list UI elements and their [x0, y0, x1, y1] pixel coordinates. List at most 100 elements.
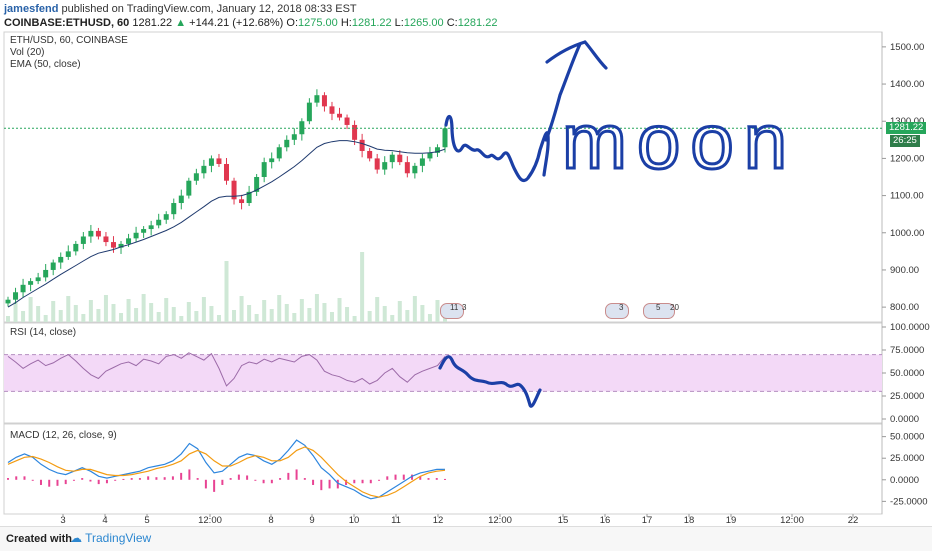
symbol-text: COINBASE:ETHUSD, 60	[4, 17, 130, 29]
macd-label: MACD (12, 26, close, 9)	[10, 430, 117, 441]
candlesticks	[5, 89, 448, 307]
candle-body	[133, 232, 139, 239]
volume-bar	[412, 296, 417, 322]
macd-hist-bar	[287, 472, 290, 480]
candle-body	[419, 158, 425, 166]
chart-canvas[interactable]: 800.00 900.00 1000.00 1100.00 1200.00 1300.00…	[0, 0, 932, 526]
tradingview-logo[interactable]: ☁ TradingView	[70, 531, 151, 545]
event-count: 5	[656, 303, 661, 312]
macd-histogram	[7, 469, 446, 492]
candle-body	[65, 251, 71, 257]
x-tick-label: 12	[433, 515, 444, 526]
candle-body	[13, 292, 19, 300]
volume-bar	[66, 296, 71, 322]
candle-body	[434, 147, 440, 153]
price-tick-label: 900.00	[890, 265, 919, 276]
price-tick-label: 800.00	[890, 302, 919, 313]
macd-hist-bar	[39, 479, 42, 485]
event-badge-group-1[interactable]: 11 3	[440, 303, 466, 321]
candle-body	[110, 242, 116, 248]
volume-bar	[375, 297, 380, 322]
candle-body	[404, 162, 410, 174]
volume-bar	[141, 294, 146, 322]
volume-bar	[247, 305, 252, 322]
candle-body	[397, 154, 403, 163]
volume-bar	[13, 302, 18, 322]
volume-bar	[119, 313, 124, 322]
candle-body	[284, 139, 290, 148]
volume-bar	[28, 297, 33, 322]
volume-bar	[171, 307, 176, 322]
volume-bar	[337, 298, 342, 322]
volume-bar	[345, 307, 350, 322]
price-tick-label: 1500.00	[890, 42, 924, 53]
candle-body	[389, 154, 395, 163]
event-badge-group-2[interactable]: 3	[605, 303, 629, 321]
moon-annotation-text: moon	[562, 97, 797, 185]
volume-bar	[186, 302, 191, 322]
volume-bar	[239, 296, 244, 322]
macd-tick-label: 25.0000	[890, 453, 924, 464]
candle-body	[224, 163, 229, 181]
volume-bar	[269, 309, 274, 322]
candle-body	[276, 147, 282, 159]
published-text: published on TradingView.com, January 12…	[61, 3, 357, 15]
volume-bar	[329, 312, 334, 322]
volume-bar	[201, 297, 206, 322]
event-badge-group-3[interactable]: 5 20	[643, 303, 679, 321]
candle-body	[382, 162, 388, 170]
macd-hist-bar	[31, 479, 34, 481]
event-count: 20	[670, 303, 679, 312]
candle-body	[193, 173, 199, 181]
rsi-projection	[438, 355, 542, 408]
open-label: O:	[286, 17, 299, 29]
candle-body	[58, 256, 64, 263]
x-tick-label: 18	[684, 515, 695, 526]
candle-body	[50, 262, 56, 270]
cloud-icon: ☁	[70, 531, 82, 545]
macd-hist-bar	[188, 469, 191, 480]
volume-bar	[254, 314, 259, 322]
candle-body	[314, 95, 320, 103]
high-value: 1281.22	[351, 17, 392, 29]
volume-bar	[149, 303, 154, 322]
macd-hist-bar	[155, 477, 158, 480]
author-name[interactable]: jamesfend	[4, 3, 59, 15]
macd-hist-bar	[444, 478, 446, 480]
x-tick-label: 5	[144, 515, 149, 526]
low-label: L:	[394, 17, 404, 29]
open-value: 1275.00	[298, 17, 338, 29]
macd-hist-bar	[336, 479, 339, 489]
candle-body	[141, 229, 147, 233]
signal-line	[7, 446, 446, 498]
volume-bar	[164, 298, 169, 322]
volume-bar	[427, 314, 432, 322]
candle-body	[43, 269, 49, 278]
volume-bar	[156, 312, 161, 322]
macd-hist-bar	[89, 479, 92, 482]
volume-bar	[103, 295, 108, 322]
x-tick-label: 12:00	[198, 515, 222, 526]
volume-bar	[405, 310, 410, 322]
volume-bar	[126, 299, 131, 322]
volume-bar	[43, 315, 48, 322]
rsi-tick-label: 75.0000	[890, 345, 924, 356]
candle-body	[103, 236, 109, 243]
candle-body	[359, 139, 365, 151]
x-tick-label: 9	[309, 515, 314, 526]
macd-hist-bar	[221, 479, 224, 485]
volume-bars	[6, 252, 447, 322]
candle-body	[442, 128, 448, 148]
rsi-label: RSI (14, close)	[10, 327, 77, 338]
macd-hist-bar	[279, 478, 282, 480]
countdown-tag: 26:25	[890, 135, 920, 148]
x-tick-label: 12:00	[488, 515, 512, 526]
x-tick-label: 22	[848, 515, 859, 526]
macd-hist-bar	[7, 478, 9, 480]
price-tag: 1281.22	[886, 122, 927, 135]
volume-bar	[111, 304, 116, 322]
macd-hist-bar	[427, 478, 430, 480]
macd-hist-bar	[320, 479, 323, 491]
candle-body	[35, 277, 41, 282]
rsi-tick-label: 100.0000	[890, 322, 930, 333]
